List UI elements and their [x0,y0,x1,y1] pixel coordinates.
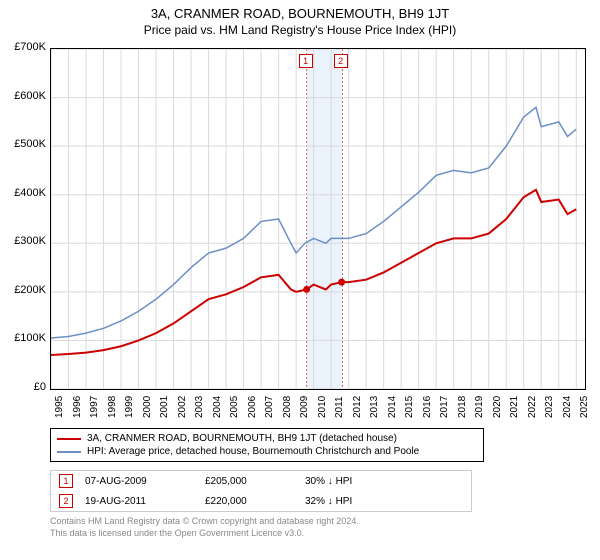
marker-badge: 1 [299,54,313,68]
sale-pct: 30% ↓ HPI [305,476,395,487]
sale-price: £220,000 [205,496,305,507]
footer-attribution: Contains HM Land Registry data © Crown c… [50,516,359,539]
x-tick-label: 2000 [142,396,153,418]
x-tick-label: 2003 [194,396,205,418]
x-tick-label: 2011 [334,396,345,418]
x-tick-label: 2025 [579,396,590,418]
legend-label: HPI: Average price, detached house, Bour… [87,446,419,457]
x-tick-label: 2024 [562,396,573,418]
sale-badge-2: 2 [59,494,73,508]
x-tick-label: 2017 [439,396,450,418]
x-tick-label: 2005 [229,396,240,418]
sale-date: 19-AUG-2011 [85,496,205,507]
x-tick-label: 1997 [89,396,100,418]
x-tick-label: 2007 [264,396,275,418]
footer-line2: This data is licensed under the Open Gov… [50,528,359,540]
chart-title: 3A, CRANMER ROAD, BOURNEMOUTH, BH9 1JT [0,0,600,21]
legend-label: 3A, CRANMER ROAD, BOURNEMOUTH, BH9 1JT (… [87,433,397,444]
x-tick-label: 2023 [544,396,555,418]
y-tick-label: £200K [2,284,46,296]
legend-item: HPI: Average price, detached house, Bour… [57,445,477,458]
sales-table: 1 07-AUG-2009 £205,000 30% ↓ HPI 2 19-AU… [50,470,472,512]
y-tick-label: £300K [2,235,46,247]
chart-subtitle: Price paid vs. HM Land Registry's House … [0,21,600,37]
x-tick-label: 2009 [299,396,310,418]
x-tick-label: 2010 [317,396,328,418]
x-tick-label: 2019 [474,396,485,418]
x-tick-label: 1995 [54,396,65,418]
legend-swatch [57,451,81,453]
x-tick-label: 2012 [352,396,363,418]
x-tick-label: 2021 [509,396,520,418]
sale-date: 07-AUG-2009 [85,476,205,487]
x-tick-label: 1996 [72,396,83,418]
legend: 3A, CRANMER ROAD, BOURNEMOUTH, BH9 1JT (… [50,428,484,462]
x-tick-label: 2001 [159,396,170,418]
marker-badge: 2 [334,54,348,68]
legend-item: 3A, CRANMER ROAD, BOURNEMOUTH, BH9 1JT (… [57,432,477,445]
y-tick-label: £0 [2,381,46,393]
x-tick-label: 2015 [404,396,415,418]
x-tick-label: 1999 [124,396,135,418]
x-tick-label: 2016 [422,396,433,418]
chart-container: 3A, CRANMER ROAD, BOURNEMOUTH, BH9 1JT P… [0,0,600,560]
sale-pct: 32% ↓ HPI [305,496,395,507]
table-row: 2 19-AUG-2011 £220,000 32% ↓ HPI [51,491,471,511]
y-tick-label: £100K [2,332,46,344]
y-tick-label: £600K [2,90,46,102]
x-tick-label: 2018 [457,396,468,418]
x-tick-label: 2004 [212,396,223,418]
x-tick-label: 2006 [247,396,258,418]
x-tick-label: 2013 [369,396,380,418]
footer-line1: Contains HM Land Registry data © Crown c… [50,516,359,528]
line-chart [50,48,586,390]
x-tick-label: 2020 [492,396,503,418]
table-row: 1 07-AUG-2009 £205,000 30% ↓ HPI [51,471,471,491]
x-tick-label: 2022 [527,396,538,418]
y-tick-label: £400K [2,187,46,199]
x-tick-label: 2014 [387,396,398,418]
x-tick-label: 2002 [177,396,188,418]
sale-badge-1: 1 [59,474,73,488]
y-tick-label: £700K [2,41,46,53]
x-tick-label: 1998 [107,396,118,418]
x-tick-label: 2008 [282,396,293,418]
legend-swatch [57,438,81,440]
sale-price: £205,000 [205,476,305,487]
y-tick-label: £500K [2,138,46,150]
